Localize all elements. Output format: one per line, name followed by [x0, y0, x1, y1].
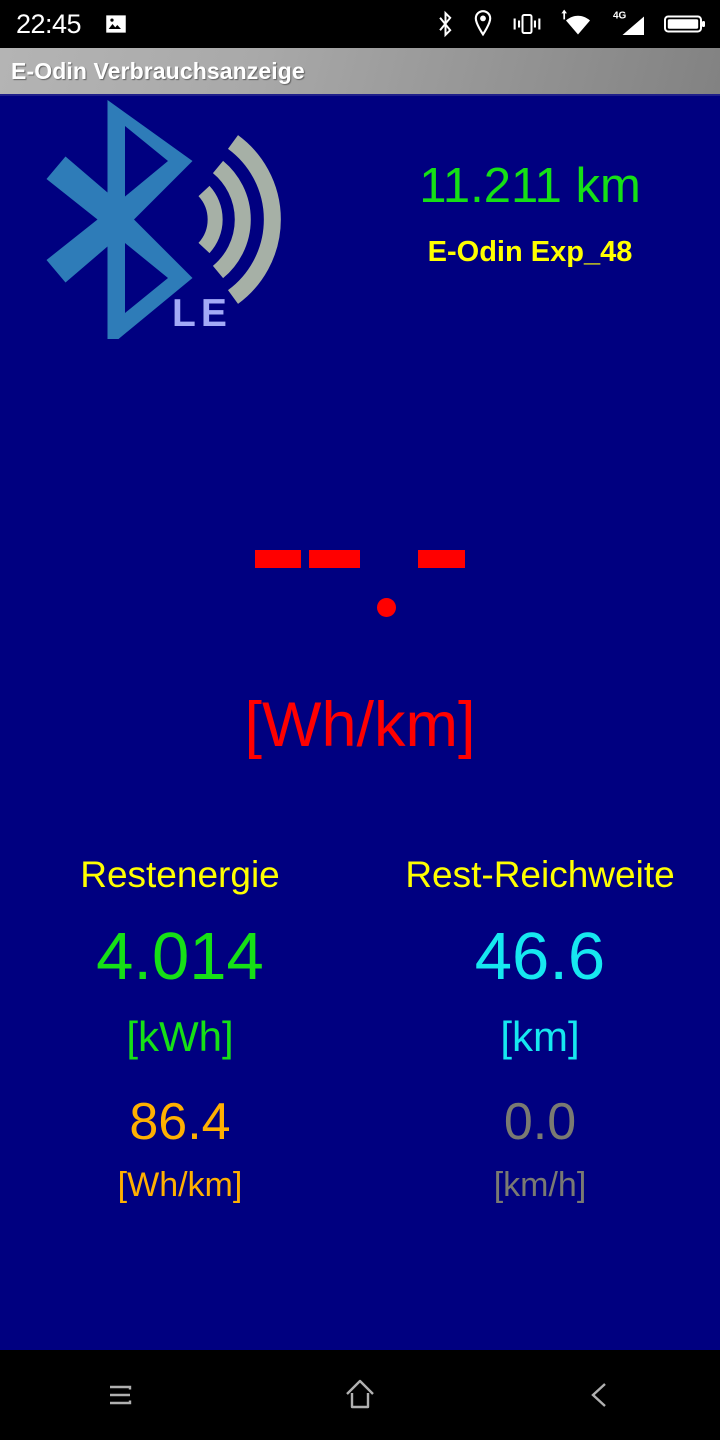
bluetooth-rune-icon [46, 100, 193, 339]
consumption-dash-3 [418, 550, 465, 568]
bluetooth-signal-arcs-icon [198, 135, 281, 304]
metrics-grid: Restenergie 4.014 [kWh] 86.4 [Wh/km] Res… [0, 856, 720, 1202]
metric-sub-unit: [Wh/km] [117, 1166, 243, 1204]
app-title: E-Odin Verbrauchsanzeige [11, 57, 305, 84]
status-bar: 22:45 [0, 0, 720, 48]
metric-unit: [kWh] [126, 1013, 234, 1060]
metric-unit: [km] [500, 1013, 580, 1060]
metric-label: Rest-Reichweite [405, 854, 675, 895]
battery-icon [664, 15, 705, 33]
status-bar-system-icons: 4G [436, 9, 706, 39]
image-icon [106, 15, 126, 33]
mobile-signal-4g-icon: 4G [613, 11, 644, 35]
home-icon [346, 1379, 374, 1409]
metric-sub-unit: [km/h] [493, 1166, 587, 1204]
svg-text:4G: 4G [613, 11, 627, 22]
consumption-unit: [Wh/km] [244, 690, 476, 760]
recents-button[interactable] [0, 1350, 240, 1440]
consumption-decimal-point [377, 598, 396, 617]
consumption-dash-1 [255, 550, 301, 568]
device-name: E-Odin Exp_48 [427, 236, 633, 268]
bluetooth-le-label: LE [172, 292, 232, 335]
bluetooth-le-logo: LE [22, 96, 342, 346]
metric-value: 4.014 [96, 919, 264, 994]
bluetooth-le-logo-graphic [46, 100, 281, 339]
odometer-value: 11.211 km [419, 159, 641, 213]
metric-remaining-range: Rest-Reichweite 46.6 [km] 0.0 [km/h] [360, 856, 720, 1202]
metric-remaining-energy: Restenergie 4.014 [kWh] 86.4 [Wh/km] [0, 856, 360, 1202]
metric-label: Restenergie [80, 854, 280, 895]
bluetooth-icon [439, 10, 452, 38]
metric-sub-value: 0.0 [503, 1093, 577, 1151]
back-chevron-icon [591, 1383, 606, 1407]
back-button[interactable] [480, 1350, 720, 1440]
app-title-bar: E-Odin Verbrauchsanzeige [0, 48, 720, 96]
consumption-dash-2 [309, 550, 360, 568]
recents-icon [110, 1385, 132, 1405]
wifi-icon [561, 9, 590, 35]
vibrate-icon [513, 14, 541, 34]
consumption-value-placeholder [0, 536, 720, 636]
status-clock: 22:45 [16, 8, 82, 39]
android-navigation-bar [0, 1350, 720, 1440]
main-content: LE 11.211 km E-Odin Exp_48 [Wh/km] Reste… [0, 96, 720, 1350]
metric-sub-value: 86.4 [129, 1093, 231, 1151]
home-button[interactable] [240, 1350, 480, 1440]
status-bar-notification-icons [103, 11, 129, 37]
metric-value: 46.6 [474, 919, 606, 994]
location-pin-icon [474, 10, 492, 37]
